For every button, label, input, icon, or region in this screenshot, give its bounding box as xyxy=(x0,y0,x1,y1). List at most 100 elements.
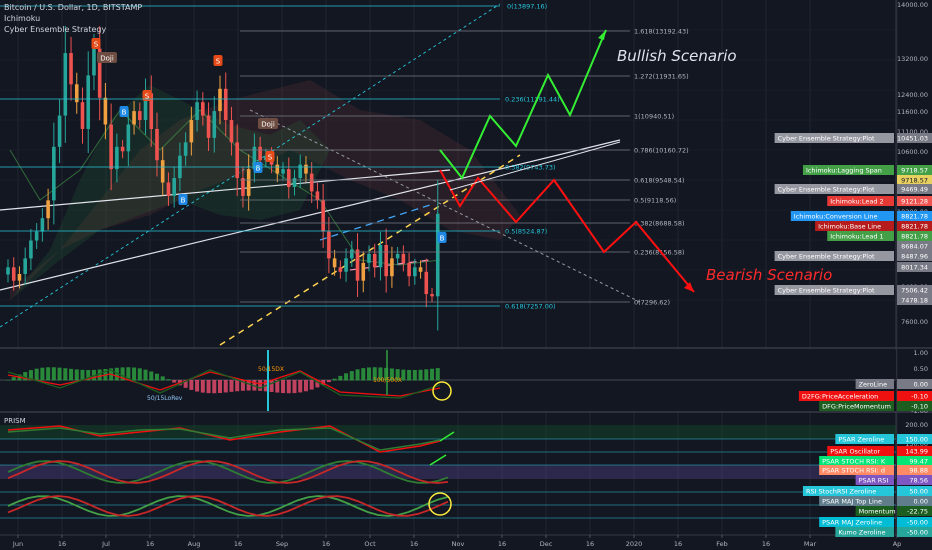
fg-label-box xyxy=(855,379,894,389)
candle xyxy=(407,262,411,277)
candle xyxy=(34,231,39,241)
candle xyxy=(275,164,280,174)
bullish-scenario-label: Bullish Scenario xyxy=(617,47,737,65)
fg-histogram-bar xyxy=(395,369,400,381)
fg-histogram-bar xyxy=(286,380,291,394)
fib-label: 0(7296.62) xyxy=(634,299,670,307)
candle xyxy=(258,146,262,161)
prism-value-box xyxy=(897,434,932,444)
candle xyxy=(315,191,320,201)
fg-histogram-bar xyxy=(137,368,142,381)
fib-label: 0.236(11391.44) xyxy=(505,96,560,104)
fg-label-box xyxy=(819,401,894,411)
prism-label-text: Momentum xyxy=(859,508,896,516)
prism-value-text: 99.47 xyxy=(909,458,928,466)
prism-value-box xyxy=(897,486,932,496)
candle xyxy=(103,97,108,125)
candle xyxy=(115,146,119,170)
fg-value-text: -0.10 xyxy=(911,403,928,411)
price-label-text: Ichimoku:Lagging Span xyxy=(806,167,882,175)
price-label-box xyxy=(827,231,894,241)
signal-badge-text: Doji xyxy=(261,121,275,129)
fg-histogram-bar xyxy=(40,367,45,381)
fg-histogram-bar xyxy=(34,368,39,381)
fib-label: 0.236(8156.58) xyxy=(634,249,685,257)
time-axis-label: 16 xyxy=(762,540,770,548)
bullish-arrowhead xyxy=(598,30,606,40)
signal-badge xyxy=(265,151,275,162)
fg-histogram-bar xyxy=(240,380,245,391)
price-axis-tick: 10600.00 xyxy=(897,148,928,156)
prism-label-text: PSAR Oscillator xyxy=(830,448,880,456)
legend-strategy[interactable]: Cyber Ensemble Strategy xyxy=(4,25,107,34)
prism-label-text: PSAR MAJ Zeroline xyxy=(822,519,882,527)
fg-histogram-bar xyxy=(120,367,125,381)
fg-histogram-bar xyxy=(143,369,148,381)
fib-label: 0.5(9118.56) xyxy=(634,197,676,205)
fg-histogram-bar xyxy=(418,369,423,381)
time-axis-label: Aug xyxy=(188,540,201,548)
fg-histogram-bar xyxy=(281,380,286,394)
candle xyxy=(286,169,291,187)
price-label-box xyxy=(774,133,894,143)
candle xyxy=(235,142,239,179)
candle xyxy=(201,102,205,116)
price-label-text: Ichimoku:Conversion Line xyxy=(794,213,878,221)
prism-label-box xyxy=(855,506,894,516)
candle xyxy=(361,262,366,281)
prism-label-box xyxy=(835,527,894,537)
fib-label: 0.382(8688.58) xyxy=(634,220,685,228)
fg-histogram-bar xyxy=(424,369,429,381)
time-axis-label: 16 xyxy=(234,540,242,548)
fg-histogram-bar xyxy=(349,371,354,381)
fg-histogram-bar xyxy=(303,380,308,392)
prism-value-text: -50.00 xyxy=(907,529,928,537)
momentum-signal xyxy=(7,495,449,517)
candle xyxy=(321,200,325,232)
fg-histogram-bar xyxy=(218,380,223,393)
price-value-text: 9718.57 xyxy=(901,167,928,175)
prism-title: PRISM xyxy=(4,417,26,425)
prism-label-box xyxy=(835,434,894,444)
prism-arrow xyxy=(429,454,447,466)
legend-symbol[interactable]: Bitcoin / U.S. Dollar, 1D, BITSTAMP xyxy=(4,3,143,12)
price-axis-tick: 14000.00 xyxy=(897,1,928,9)
candle xyxy=(372,253,377,268)
price-axis-tick: 7600.00 xyxy=(901,318,928,326)
fg-annotation: 50/15LoRev xyxy=(147,395,183,402)
time-axis-label: Jun xyxy=(12,540,23,548)
prism-value-text: 98.88 xyxy=(909,467,928,475)
candle xyxy=(384,244,388,277)
fib-label: 1.272(11931.65) xyxy=(634,73,689,81)
grey-dashed-trendline xyxy=(249,109,641,303)
prism-highlight-circle xyxy=(428,492,452,516)
prism-value-text: 0.00 xyxy=(914,498,928,506)
time-axis-label: Nov xyxy=(452,540,465,548)
candle xyxy=(355,249,360,281)
price-value-text: 7506.42 xyxy=(901,287,928,295)
yellow-dashed-trendline xyxy=(219,154,521,346)
candle xyxy=(46,200,50,219)
fg-histogram-bar xyxy=(23,372,28,381)
fg-histogram-bar xyxy=(361,368,366,381)
fg-histogram-bar xyxy=(326,380,331,383)
momentum-line xyxy=(7,495,449,517)
time-axis-label: Dec xyxy=(540,540,553,548)
candle xyxy=(126,124,131,152)
price-value-text: 7478.18 xyxy=(901,297,928,305)
signal-badge xyxy=(119,106,129,117)
price-label-text: Cyber Ensemble Strategy:Plot xyxy=(778,287,875,295)
price-axis-tick: 11600.00 xyxy=(897,108,928,116)
candle xyxy=(344,258,348,272)
candle xyxy=(57,115,62,147)
fg-label-text: ZeroLine xyxy=(859,381,888,389)
candle xyxy=(155,128,159,161)
candle xyxy=(109,124,113,170)
legend-ichimoku[interactable]: Ichimoku xyxy=(4,14,41,23)
fg-label-box xyxy=(798,391,894,401)
candle xyxy=(435,213,440,297)
fg-histogram-bar xyxy=(229,380,234,392)
candle xyxy=(132,111,136,125)
candle xyxy=(229,120,234,143)
